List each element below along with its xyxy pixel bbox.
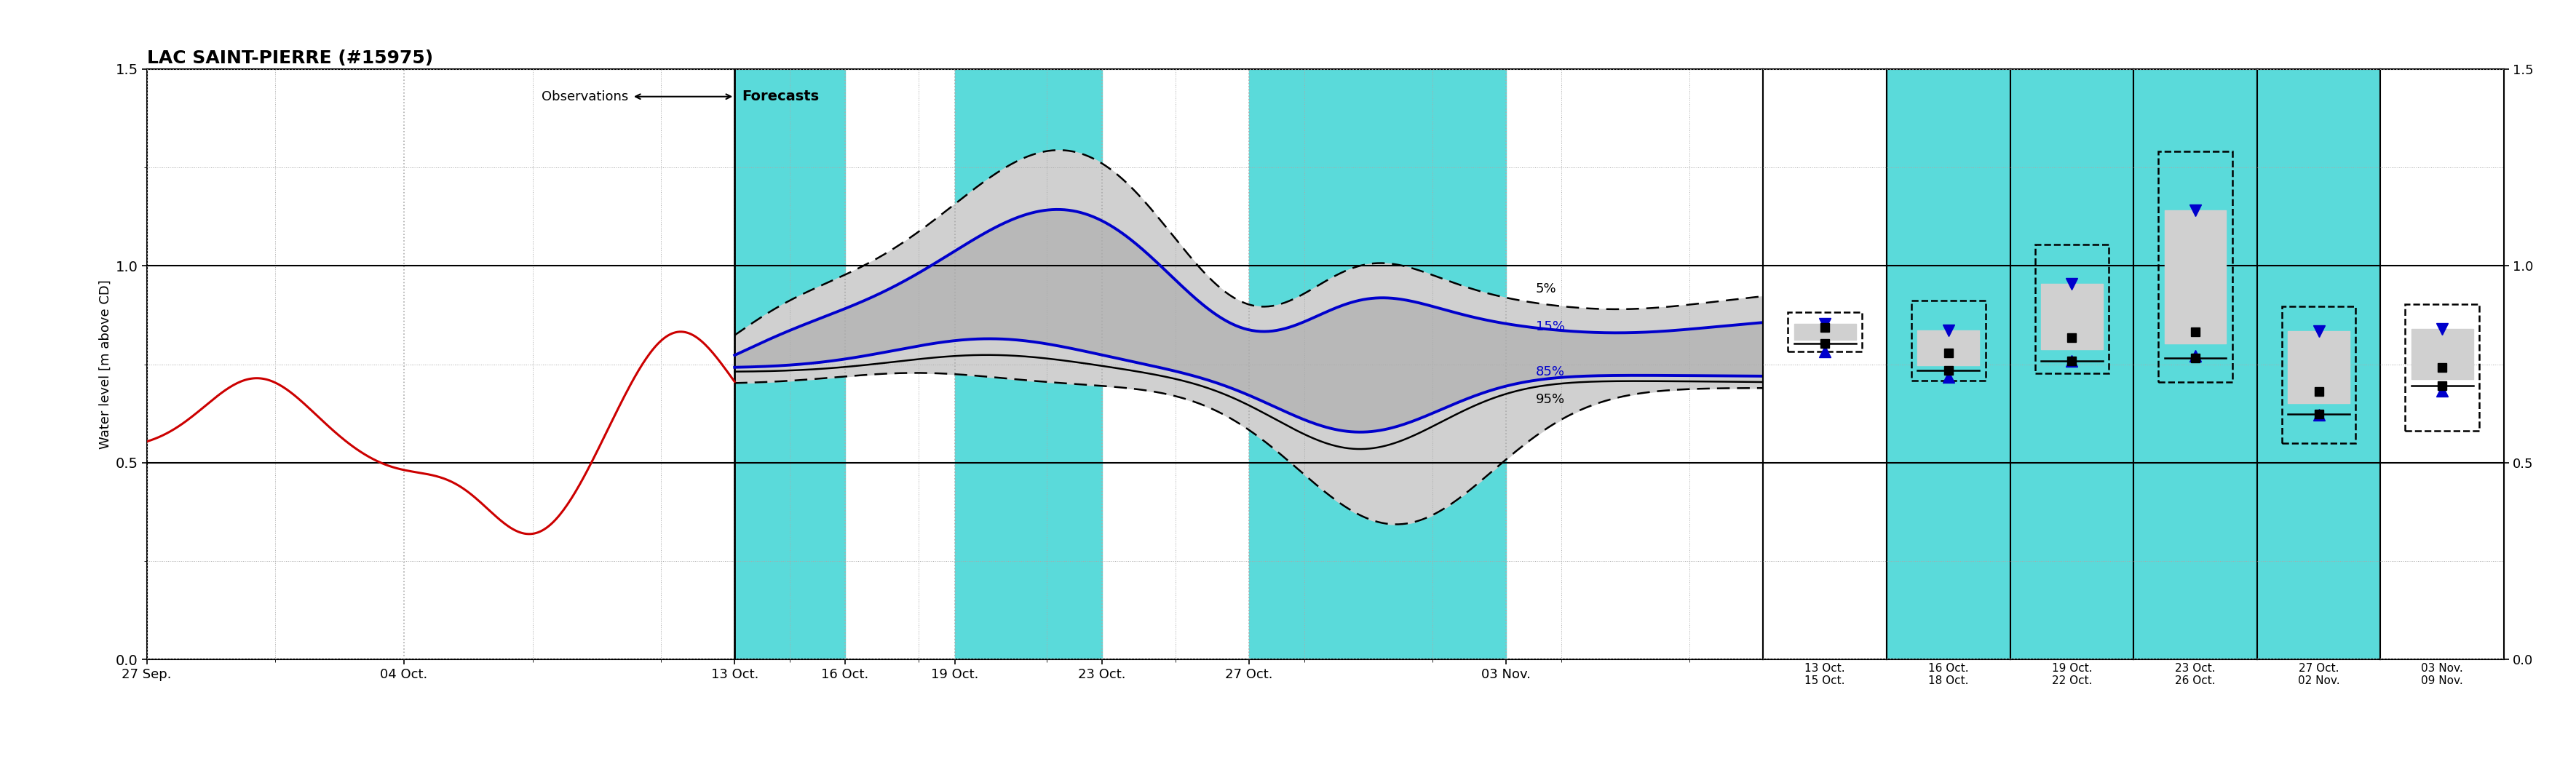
Y-axis label: Water level [m above CD]: Water level [m above CD] — [98, 280, 111, 449]
X-axis label: 27 Oct.
02 Nov.: 27 Oct. 02 Nov. — [2298, 663, 2339, 686]
Bar — [956, 69, 1103, 660]
Bar — [734, 69, 845, 660]
X-axis label: 16 Oct.
18 Oct.: 16 Oct. 18 Oct. — [1929, 663, 1968, 686]
Bar — [1911, 300, 1986, 380]
Bar — [2035, 245, 2110, 373]
Text: 15%: 15% — [1535, 320, 1564, 333]
Text: 95%: 95% — [1535, 393, 1564, 407]
X-axis label: 13 Oct.
15 Oct.: 13 Oct. 15 Oct. — [1806, 663, 1844, 686]
X-axis label: 23 Oct.
26 Oct.: 23 Oct. 26 Oct. — [2174, 663, 2215, 686]
Text: 5%: 5% — [1535, 282, 1556, 295]
Text: LAC SAINT-PIERRE (#15975): LAC SAINT-PIERRE (#15975) — [147, 49, 433, 67]
X-axis label: 03 Nov.
09 Nov.: 03 Nov. 09 Nov. — [2421, 663, 2463, 686]
Text: Observations: Observations — [541, 90, 629, 103]
X-axis label: 19 Oct.
22 Oct.: 19 Oct. 22 Oct. — [2050, 663, 2092, 686]
Bar — [2159, 151, 2233, 382]
Bar — [2282, 307, 2354, 443]
Bar — [2406, 304, 2478, 431]
Bar — [1788, 312, 1862, 351]
Bar — [1249, 69, 1507, 660]
Text: Forecasts: Forecasts — [742, 90, 819, 104]
Text: 85%: 85% — [1535, 365, 1564, 378]
